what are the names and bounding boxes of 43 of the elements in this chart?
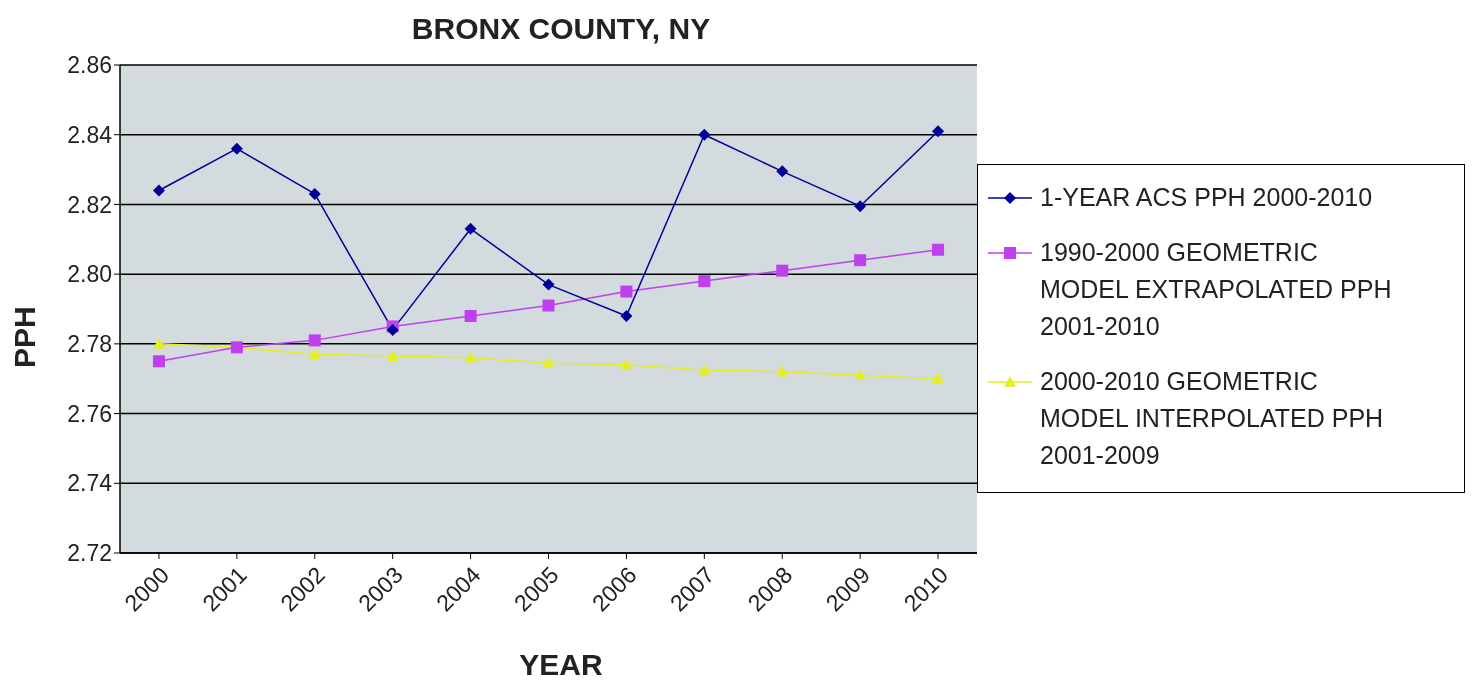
legend-label: 2000-2010 GEOMETRIC MODEL INTERPOLATED PPH 2001-2009 (1040, 365, 1385, 471)
x-axis-title: YEAR (518, 648, 604, 682)
point (854, 254, 867, 267)
point (230, 142, 243, 155)
point (308, 334, 321, 347)
point (542, 278, 555, 291)
point (698, 364, 711, 375)
y-tick-label: 2.78 (67, 331, 112, 358)
y-tick-label: 2.84 (67, 121, 113, 148)
point (464, 309, 477, 322)
point (152, 355, 165, 368)
point (152, 337, 165, 349)
chart-title: BRONX COUNTY, NY (410, 12, 712, 46)
y-tick-label: 2.74 (67, 470, 113, 497)
legend-label: 1990-2000 GEOMETRIC MODEL EXTRAPOLATED PPH 2001-2010 (1040, 236, 1393, 342)
point (620, 309, 633, 322)
point (620, 285, 633, 298)
point (854, 200, 867, 213)
point (776, 165, 789, 178)
y-tick-label: 2.86 (67, 52, 112, 79)
point (464, 222, 477, 235)
point (698, 275, 711, 288)
y-tick-label: 2.76 (67, 400, 112, 427)
y-axis-title: PPH (8, 306, 42, 368)
point (542, 357, 555, 368)
y-tick-label: 2.72 (67, 540, 112, 567)
point (854, 369, 867, 381)
point (542, 299, 555, 312)
point (620, 358, 633, 370)
point (776, 365, 789, 377)
point (932, 125, 945, 138)
point (464, 351, 477, 363)
point (698, 128, 711, 141)
point (932, 372, 945, 384)
legend-label: 1-YEAR ACS PPH 2000-2010 (1040, 181, 1373, 213)
y-tick-label: 2.80 (67, 261, 112, 288)
point (932, 243, 945, 256)
y-tick-label: 2.82 (67, 191, 112, 218)
point (308, 187, 321, 200)
point (386, 350, 399, 361)
point (152, 184, 165, 197)
point (308, 348, 321, 360)
point (776, 264, 789, 277)
